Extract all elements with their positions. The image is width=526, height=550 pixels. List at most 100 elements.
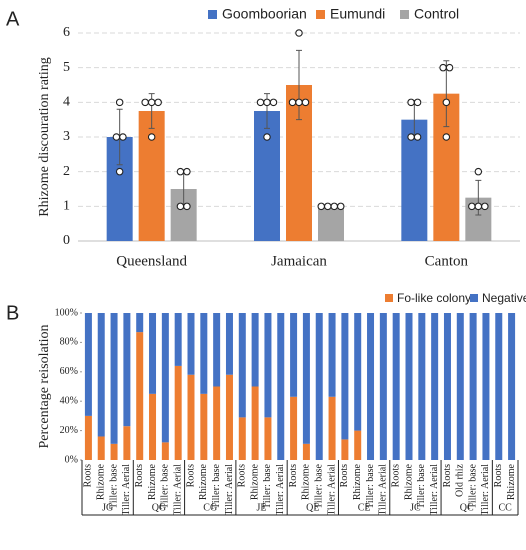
x-tick-label: Roots [442, 464, 453, 487]
data-point [481, 202, 489, 211]
bar-segment [264, 417, 272, 460]
data-point [442, 98, 451, 107]
x-tick-label: Roots [339, 464, 350, 487]
group-label: CC [499, 502, 513, 513]
data-point [119, 133, 127, 141]
data-point [256, 98, 265, 107]
bar-segment [136, 332, 144, 460]
y-tick-label: 4 [63, 95, 70, 110]
x-tick-label: Tiller: Aerial [480, 464, 491, 516]
x-tick-label: Tiller: Aerial [378, 464, 389, 516]
bar-segment [469, 313, 477, 460]
error-bar [296, 49, 302, 121]
group-label: QE [306, 502, 319, 513]
data-point [183, 167, 191, 176]
error-bar [443, 60, 450, 128]
bar [138, 111, 165, 241]
data-point [269, 98, 278, 107]
x-tick-label: Tiller: base [365, 463, 376, 508]
group-label: CE [358, 502, 371, 513]
data-point [112, 133, 121, 141]
y-axis-label: Rhizome discouration rating [37, 57, 52, 216]
x-tick-label: Rhizome [198, 463, 209, 500]
data-point [474, 202, 483, 211]
bar-segment [123, 313, 131, 427]
x-tick-label: Tiller: base [211, 463, 222, 508]
x-tick-label: Tiller: Aerial [172, 464, 183, 516]
x-tick-label: Roots [493, 464, 504, 487]
bar-segment [174, 313, 182, 366]
y-tick-label: 100% [55, 307, 78, 318]
bar-segment [328, 313, 336, 397]
data-point [445, 63, 454, 72]
data-point [439, 63, 447, 72]
bar-segment [213, 313, 221, 387]
bar-segment [302, 443, 310, 460]
x-tick-label: Tiller: base [160, 463, 171, 508]
x-tick-label: Tiller: base [467, 463, 478, 508]
x-tick-label: Rhizome [96, 463, 107, 500]
y-tick-label: 60% [60, 366, 78, 377]
x-tick-label: Roots [237, 464, 248, 487]
x-tick-label: Old rhiz [455, 463, 466, 497]
bar-segment [161, 313, 169, 443]
y-tick-label: 3 [63, 129, 70, 144]
x-tick-label: Rhizome [403, 463, 414, 500]
data-point [147, 133, 156, 141]
y-tick-label: 0 [63, 233, 70, 248]
x-tick-label: Roots [83, 464, 94, 487]
group-label: JC [410, 502, 421, 513]
group-label: QG [152, 502, 166, 513]
bar-segment [379, 313, 387, 460]
bar-segment [277, 313, 285, 460]
data-point [115, 167, 124, 176]
data-point [468, 202, 476, 211]
legend-swatch [470, 294, 478, 302]
group-label: QC [460, 502, 474, 513]
bar [318, 206, 344, 241]
bar-segment [315, 313, 323, 460]
panel-label: A [6, 8, 20, 30]
y-tick-label: 5 [63, 60, 70, 75]
data-point [154, 98, 162, 107]
x-tick-label: Tiller: Aerial [224, 464, 235, 516]
bar-segment [290, 313, 298, 397]
legend-label: Control [414, 6, 459, 22]
bar-segment [290, 396, 298, 460]
bar-segment [110, 313, 118, 444]
x-tick-label: Roots [288, 464, 299, 487]
bar-segment [225, 313, 233, 375]
data-point [336, 202, 345, 211]
bar-segment [443, 313, 451, 460]
y-tick-label: 80% [60, 337, 78, 348]
x-tick-label: Canton [425, 253, 469, 269]
x-tick-label: Queensland [116, 253, 187, 269]
bar-segment [149, 313, 157, 394]
bar-segment [225, 374, 233, 460]
bar-segment [482, 313, 490, 460]
data-point [263, 98, 271, 107]
legend-swatch [208, 10, 217, 19]
x-tick-label: Tiller: Aerial [429, 464, 440, 516]
data-point [288, 98, 297, 107]
bar-segment [392, 313, 400, 460]
data-point [301, 98, 310, 107]
bar-segment [456, 313, 464, 460]
x-tick-label: Roots [185, 464, 196, 487]
legend-label: Fo-like colony [397, 291, 471, 305]
group-label: CG [203, 502, 217, 513]
y-tick-label: 6 [63, 25, 70, 40]
bar-segment [213, 386, 221, 460]
x-tick-label: Tiller: Aerial [275, 464, 286, 516]
x-tick-label: Tiller: Aerial [121, 464, 132, 516]
legend-swatch [400, 10, 409, 19]
bar-segment [302, 313, 310, 444]
data-point [141, 98, 149, 107]
bar-segment [495, 313, 503, 460]
x-tick-label: Tiller: base [314, 463, 325, 508]
panel-label: B [6, 302, 19, 324]
bar-segment [97, 436, 105, 460]
x-tick-label: Tiller: Aerial [326, 464, 337, 516]
data-point [183, 202, 191, 211]
x-tick-label: Jamaican [271, 253, 327, 269]
